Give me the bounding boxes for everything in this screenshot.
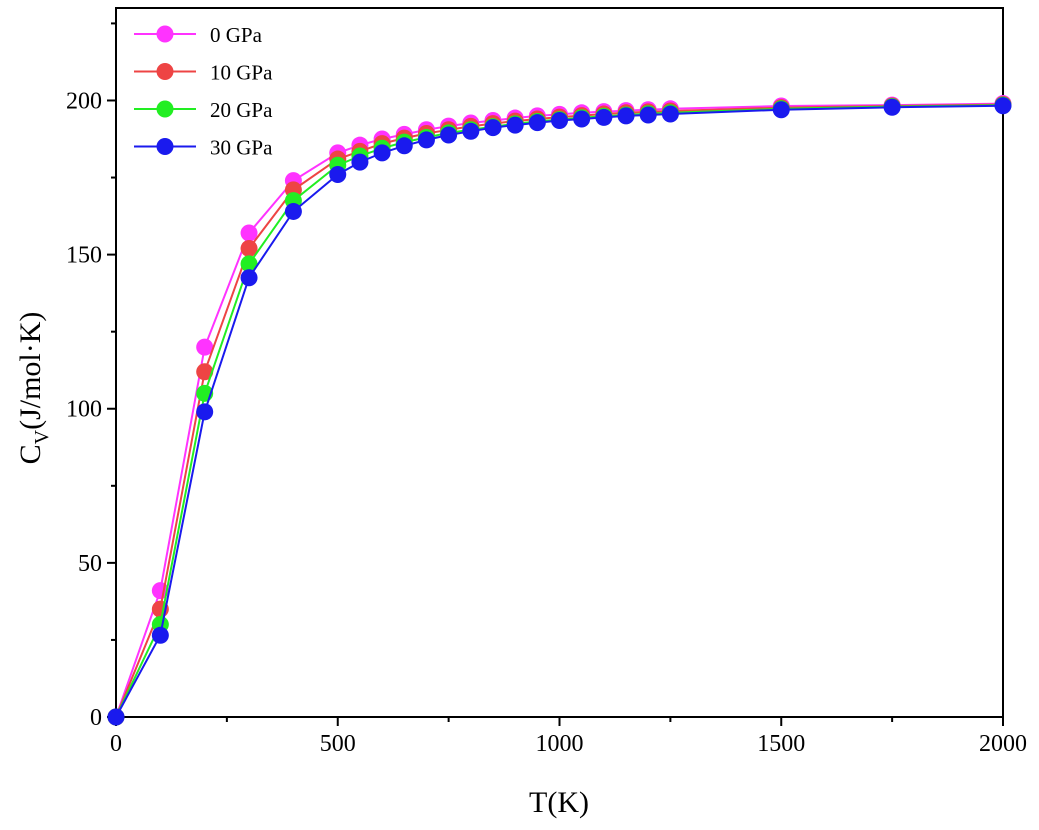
y-tick-label: 100 bbox=[66, 397, 102, 423]
data-point bbox=[883, 98, 901, 116]
data-point bbox=[284, 202, 302, 220]
data-point bbox=[196, 363, 214, 381]
data-point bbox=[462, 122, 480, 140]
data-point bbox=[595, 108, 613, 126]
y-axis-label-rest: (J/mol·K) bbox=[14, 312, 47, 430]
y-axis-label-text: CV(J/mol·K) bbox=[14, 312, 53, 465]
legend-label: 10 GPa bbox=[210, 61, 273, 85]
y-axis-label: CV(J/mol·K) bbox=[14, 312, 53, 465]
data-point bbox=[639, 106, 657, 124]
x-tick-label: 1500 bbox=[757, 731, 805, 757]
data-point bbox=[617, 107, 635, 125]
data-point bbox=[240, 239, 258, 257]
y-axis-label-sub: V bbox=[31, 429, 53, 444]
legend-marker bbox=[156, 100, 174, 118]
y-tick-label: 200 bbox=[66, 88, 102, 114]
legend-marker bbox=[156, 138, 174, 155]
series-line-3 bbox=[115, 104, 1004, 718]
series-line-1 bbox=[115, 103, 1004, 718]
legend-marker bbox=[156, 25, 174, 43]
data-point bbox=[417, 131, 435, 149]
x-axis-label: T(K) bbox=[529, 786, 589, 819]
data-point bbox=[329, 165, 347, 183]
series-line-2 bbox=[115, 104, 1004, 718]
data-point bbox=[994, 97, 1012, 115]
legend-label: 30 GPa bbox=[210, 136, 273, 160]
y-axis-label-main: C bbox=[14, 444, 47, 464]
data-point bbox=[772, 101, 790, 119]
data-point bbox=[151, 626, 169, 644]
legend-label: 20 GPa bbox=[210, 98, 273, 122]
x-tick-label: 2000 bbox=[979, 731, 1027, 757]
data-point bbox=[395, 137, 413, 155]
data-point bbox=[661, 105, 679, 123]
data-point bbox=[240, 224, 258, 242]
y-tick-label: 150 bbox=[66, 243, 102, 269]
data-point bbox=[196, 403, 214, 421]
data-point bbox=[196, 338, 214, 356]
data-point bbox=[573, 110, 591, 128]
data-point bbox=[240, 255, 258, 273]
data-point bbox=[240, 269, 258, 287]
plot-area: 0 500 1000 1500 2000 0 50 100 150 200 0 GPa 10 GPa 2… bbox=[66, 7, 1027, 757]
data-point bbox=[373, 144, 391, 162]
data-point bbox=[484, 119, 502, 137]
y-tick-label: 0 bbox=[90, 705, 102, 731]
x-tick-label: 0 bbox=[110, 731, 122, 757]
series-line-0 bbox=[115, 102, 1004, 718]
legend-marker bbox=[156, 63, 174, 80]
data-point bbox=[551, 112, 568, 130]
data-point bbox=[107, 708, 125, 726]
data-point bbox=[506, 116, 524, 134]
legend-label: 0 GPa bbox=[210, 23, 263, 47]
data-point bbox=[440, 126, 458, 144]
x-tick-label: 500 bbox=[320, 731, 356, 757]
data-point bbox=[351, 153, 369, 171]
y-tick-label: 50 bbox=[78, 551, 102, 577]
x-tick-label: 1000 bbox=[536, 731, 584, 757]
data-point bbox=[528, 114, 546, 132]
